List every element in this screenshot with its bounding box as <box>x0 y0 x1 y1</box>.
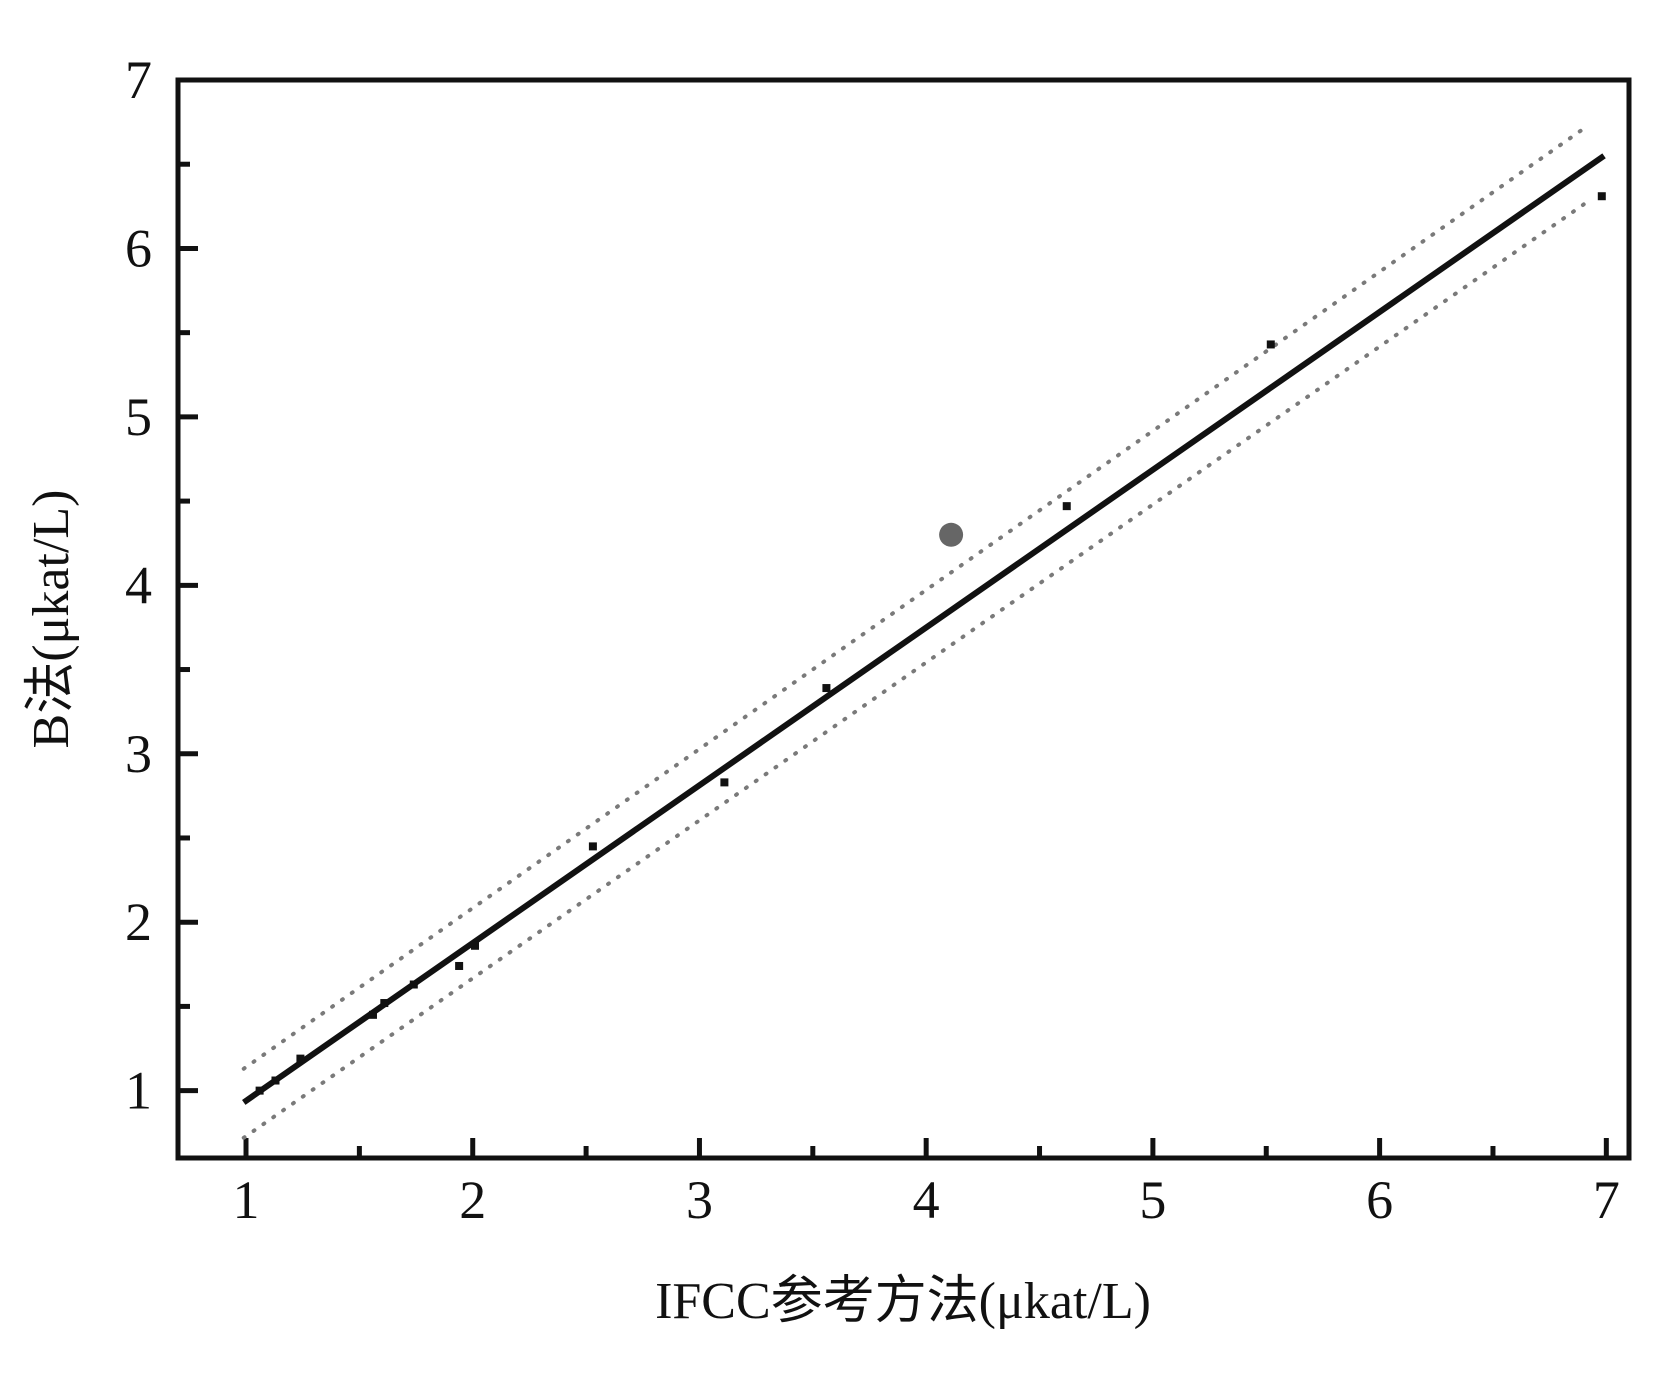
y-tick-label: 1 <box>125 1061 152 1121</box>
data-point <box>822 684 831 693</box>
x-tick-label: 3 <box>686 1170 713 1230</box>
confidence-line <box>241 199 1591 1140</box>
data-point <box>720 778 729 787</box>
data-point <box>380 999 389 1008</box>
plot-frame <box>175 77 1632 1161</box>
x-axis-label: IFCC参考方法(μkat/L) <box>655 1273 1151 1330</box>
y-tick-label: 5 <box>125 387 152 447</box>
x-tick-label: 4 <box>913 1170 940 1230</box>
data-point <box>1597 192 1606 201</box>
outlier-point <box>939 522 964 547</box>
y-tick-label: 4 <box>125 555 152 615</box>
data-point <box>368 1010 377 1019</box>
data-point <box>588 842 597 851</box>
data-point <box>409 980 418 989</box>
x-tick-label: 6 <box>1366 1170 1393 1230</box>
x-tick-label: 7 <box>1593 1170 1620 1230</box>
x-tick-label: 2 <box>459 1170 486 1230</box>
y-tick-label: 7 <box>125 50 152 110</box>
y-tick-label: 6 <box>125 218 152 278</box>
data-point <box>471 941 480 950</box>
y-tick-label: 3 <box>125 724 152 784</box>
data-point <box>1062 502 1071 511</box>
data-point <box>271 1076 280 1085</box>
data-point <box>1266 340 1275 349</box>
x-tick-label: 5 <box>1139 1170 1166 1230</box>
regression-line <box>242 153 1606 1105</box>
x-tick-label: 1 <box>233 1170 260 1230</box>
confidence-line <box>241 123 1591 1071</box>
data-point <box>255 1086 264 1095</box>
data-point <box>455 961 464 970</box>
y-axis-label: B法(μkat/L) <box>23 490 80 749</box>
y-tick-label: 2 <box>125 892 152 952</box>
data-point <box>296 1054 305 1063</box>
